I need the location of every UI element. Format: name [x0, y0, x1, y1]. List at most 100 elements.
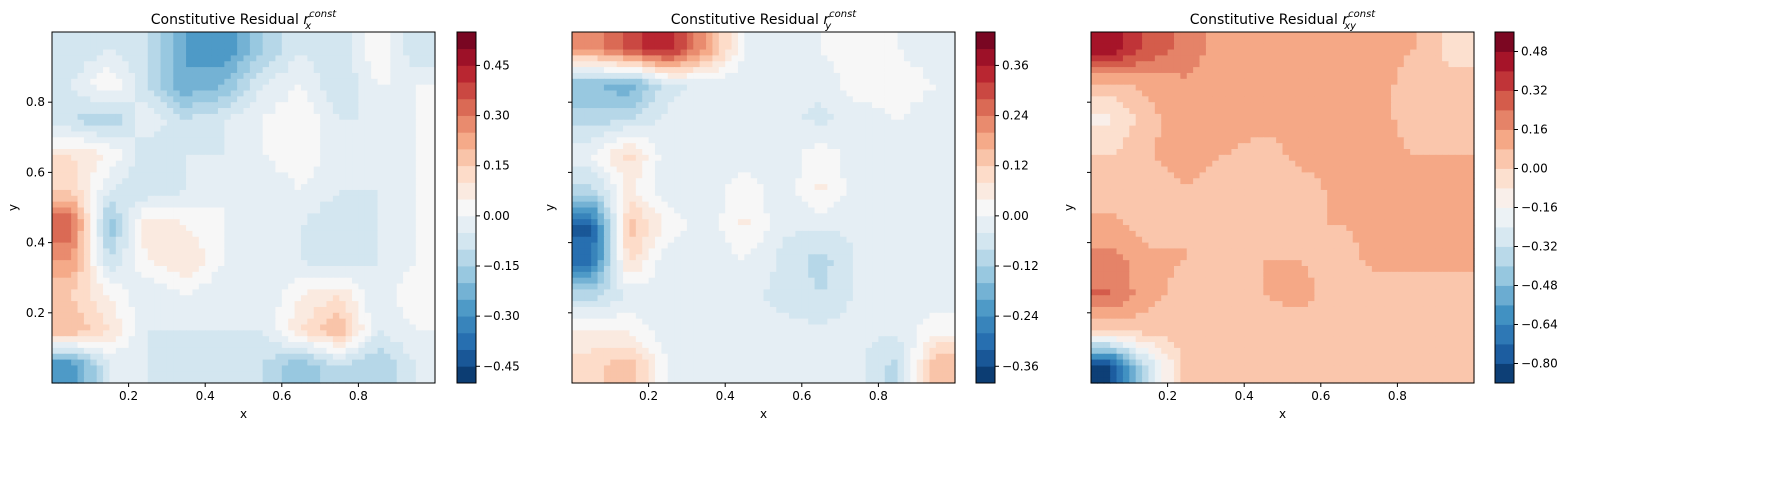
contour-cell — [148, 126, 155, 132]
contour-cell — [307, 260, 314, 266]
contour-cell — [205, 131, 212, 137]
contour-cell — [269, 330, 276, 336]
contour-cell — [878, 155, 885, 161]
contour-cell — [212, 295, 219, 301]
contour-cell — [97, 79, 104, 85]
contour-cell — [180, 91, 187, 97]
contour-cell — [591, 120, 598, 126]
contour-cell — [885, 79, 892, 85]
contour-cell — [390, 231, 397, 237]
contour-cell — [231, 143, 238, 149]
contour-cell — [339, 108, 346, 114]
contour-cell — [693, 120, 700, 126]
contour-cell — [173, 266, 180, 272]
contour-cell — [834, 108, 841, 114]
contour-cell — [403, 219, 410, 225]
contour-cell — [71, 307, 78, 313]
contour-cell — [700, 131, 707, 137]
contour-cell — [78, 67, 85, 73]
contour-cell — [802, 96, 809, 102]
contour-cell — [263, 319, 270, 325]
contour-cell — [199, 55, 206, 61]
contour-cell — [71, 213, 78, 219]
contour-cell — [326, 161, 333, 167]
contour-cell — [224, 243, 231, 249]
contour-cell — [84, 79, 91, 85]
contour-cell — [282, 348, 289, 354]
contour-cell — [390, 126, 397, 132]
contour-cell — [90, 178, 97, 184]
contour-cell — [263, 208, 270, 214]
contour-cell — [390, 172, 397, 178]
contour-cell — [358, 330, 365, 336]
contour-cell — [929, 55, 936, 61]
contour-cell — [397, 272, 404, 278]
contour-cell — [256, 360, 263, 366]
contour-cell — [333, 55, 340, 61]
contour-cell — [384, 237, 391, 243]
contour-cell — [770, 50, 777, 56]
contour-cell — [78, 190, 85, 196]
contour-cell — [403, 266, 410, 272]
contour-cell — [853, 131, 860, 137]
contour-cell — [776, 38, 783, 44]
contour-cell — [578, 155, 585, 161]
contour-cell — [642, 108, 649, 114]
contour-cell — [384, 102, 391, 108]
contour-cell — [604, 44, 611, 50]
contour-cell — [776, 91, 783, 97]
contour-cell — [904, 149, 911, 155]
contour-cell — [116, 231, 123, 237]
contour-cell — [71, 231, 78, 237]
contour-cell — [71, 330, 78, 336]
contour-cell — [776, 102, 783, 108]
contour-cell — [199, 313, 206, 319]
contour-cell — [256, 61, 263, 67]
contour-cell — [173, 50, 180, 56]
contour-cell — [397, 213, 404, 219]
contour-cell — [821, 73, 828, 79]
contour-cell — [333, 319, 340, 325]
contour-cell — [687, 126, 694, 132]
contour-cell — [295, 55, 302, 61]
contour-cell — [572, 102, 579, 108]
contour-cell — [116, 126, 123, 132]
contour-cell — [853, 50, 860, 56]
contour-cell — [282, 278, 289, 284]
contour-cell — [275, 208, 282, 214]
contour-cell — [97, 219, 104, 225]
contour-cell — [65, 61, 72, 67]
contour-cell — [744, 102, 751, 108]
contour-cell — [719, 38, 726, 44]
contour-cell — [256, 102, 263, 108]
contour-cell — [173, 289, 180, 295]
contour-cell — [180, 196, 187, 202]
contour-cell — [661, 108, 668, 114]
contour-cell — [891, 85, 898, 91]
contour-cell — [78, 172, 85, 178]
contour-cell — [333, 278, 340, 284]
contour-cell — [834, 102, 841, 108]
contour-cell — [129, 131, 136, 137]
contour-cell — [109, 108, 116, 114]
contour-cell — [706, 131, 713, 137]
contour-cell — [783, 32, 790, 38]
contour-cell — [636, 114, 643, 120]
contour-cell — [275, 219, 282, 225]
contour-cell — [808, 79, 815, 85]
contour-cell — [789, 38, 796, 44]
contour-cell — [78, 319, 85, 325]
contour-cell — [917, 55, 924, 61]
contour-cell — [610, 38, 617, 44]
contour-cell — [604, 108, 611, 114]
contour-cell — [84, 371, 91, 377]
contour-cell — [358, 114, 365, 120]
contour-cell — [352, 114, 359, 120]
contour-cell — [674, 96, 681, 102]
contour-cell — [218, 143, 225, 149]
contour-cell — [314, 225, 321, 231]
contour-cell — [186, 295, 193, 301]
contour-cell — [295, 219, 302, 225]
contour-cell — [186, 155, 193, 161]
contour-cell — [161, 67, 168, 73]
